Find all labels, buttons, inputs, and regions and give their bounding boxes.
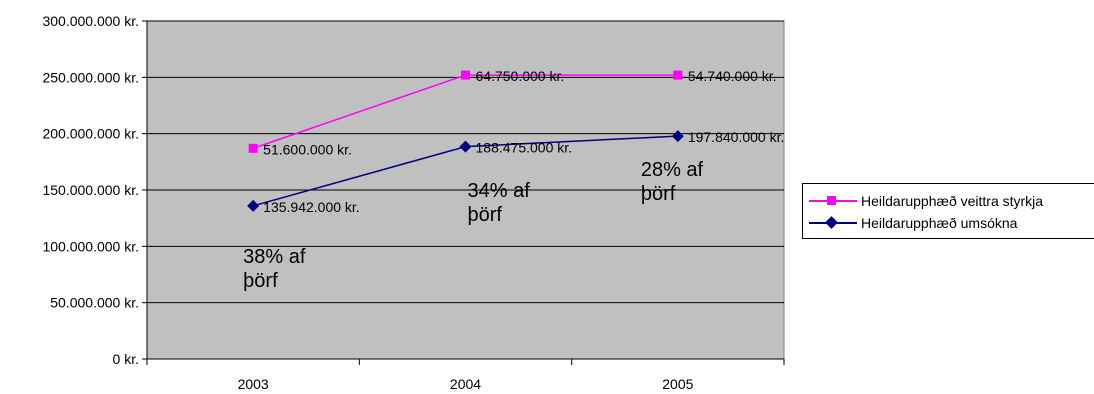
data-point-diamond [459, 140, 472, 153]
x-tick-label: 2004 [450, 376, 481, 392]
data-label: 51.600.000 kr. [263, 141, 352, 157]
y-tick-label: 150.000.000 kr. [42, 182, 139, 198]
y-tick-label: 100.000.000 kr. [42, 238, 139, 254]
legend-item-umsokna: Heildarupphæð umsókna [809, 214, 1017, 232]
y-tick-label: 200.000.000 kr. [42, 126, 139, 142]
data-point-square [461, 70, 470, 80]
data-label: 135.942.000 kr. [263, 199, 360, 215]
data-point-square [673, 70, 683, 80]
data-label: 197.840.000 kr. [688, 129, 785, 145]
legend-label: Heildarupphæð veittra styrkja [861, 193, 1044, 209]
data-label: 64.750.000 kr. [476, 68, 565, 84]
annotation-text: þörf [641, 183, 676, 205]
legend-swatch-magenta-square [809, 192, 857, 210]
data-point-diamond [671, 130, 684, 143]
axes: 0 kr. 50.000.000 kr. 100.000.000 kr. 150.00… [42, 13, 785, 392]
data-label: 188.475.000 kr. [476, 140, 573, 156]
y-tick-label: 300.000.000 kr. [42, 13, 139, 29]
legend-swatch-navy-diamond [809, 214, 857, 232]
data-label: 54.740.000 kr. [688, 68, 777, 84]
y-tick-label: 250.000.000 kr. [42, 69, 139, 85]
x-tick-label: 2003 [238, 376, 269, 392]
y-tick-label: 50.000.000 kr. [50, 295, 139, 311]
legend: Heildarupphæð veittra styrkja Heildarupp… [802, 183, 1094, 239]
data-labels: 51.600.000 kr. 64.750.000 kr. 54.740.000 k… [263, 68, 784, 215]
annotation-text: 34% af [468, 180, 531, 202]
legend-item-veittra-styrkja: Heildarupphæð veittra styrkja [809, 192, 1043, 210]
data-point-diamond [247, 199, 260, 212]
x-tick-label: 2005 [662, 376, 693, 392]
annotation-text: 38% af [243, 246, 306, 268]
series-layer [247, 70, 684, 212]
data-point-square [248, 143, 258, 153]
y-tick-label: 0 kr. [113, 351, 139, 367]
annotation-text: 28% af [641, 159, 704, 181]
annotation-text: þörf [243, 270, 278, 292]
legend-label: Heildarupphæð umsókna [861, 215, 1018, 231]
annotation-text: þörf [468, 204, 503, 226]
